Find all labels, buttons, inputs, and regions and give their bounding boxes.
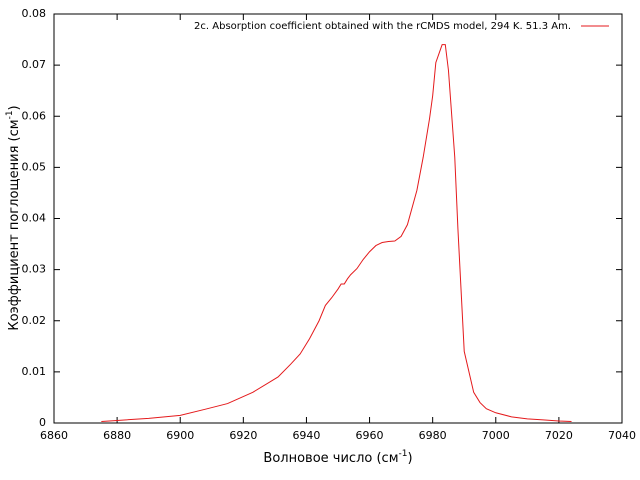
x-tick-label: 6940 xyxy=(292,429,320,442)
y-tick-label: 0.02 xyxy=(22,314,47,327)
y-tick-label: 0.04 xyxy=(22,212,47,225)
y-tick-label: 0.03 xyxy=(22,263,47,276)
x-tick-label: 6920 xyxy=(229,429,257,442)
x-axis-label: Волновое число (см-1) xyxy=(263,449,412,466)
legend-label: 2c. Absorption coefficient obtained with… xyxy=(194,21,571,32)
x-tick-label: 7020 xyxy=(545,429,573,442)
x-tick-label: 7000 xyxy=(482,429,510,442)
plot-frame xyxy=(53,13,623,424)
x-tick-label: 6980 xyxy=(419,429,447,442)
y-tick-label: 0.06 xyxy=(22,109,47,122)
y-axis-label: Коэффициент поглощения (см-1) xyxy=(5,105,22,330)
x-tick-label: 7040 xyxy=(608,429,636,442)
y-tick-label: 0.01 xyxy=(22,365,47,378)
x-tick-label: 6900 xyxy=(166,429,194,442)
y-tick-label: 0.07 xyxy=(22,58,47,71)
x-tick-label: 6960 xyxy=(356,429,384,442)
y-tick-label: 0 xyxy=(39,416,46,429)
x-tick-label: 6880 xyxy=(103,429,131,442)
series-line xyxy=(101,44,572,422)
x-tick-label: 6860 xyxy=(40,429,68,442)
y-tick-label: 0.08 xyxy=(22,7,47,20)
y-tick-label: 0.05 xyxy=(22,160,47,173)
